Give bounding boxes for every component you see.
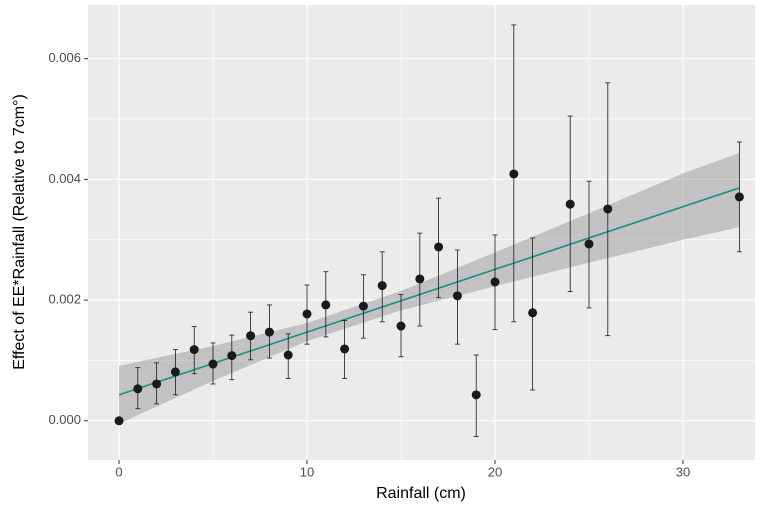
point	[415, 274, 425, 284]
point	[565, 199, 575, 209]
point	[471, 390, 481, 400]
point	[603, 204, 613, 214]
point	[377, 281, 387, 291]
point	[340, 344, 350, 354]
point	[114, 416, 124, 426]
point	[246, 331, 256, 341]
point	[434, 242, 444, 252]
x-tick-label: 10	[300, 464, 314, 479]
point	[152, 379, 162, 389]
fit-line	[118, 187, 740, 396]
point	[264, 327, 274, 337]
point	[396, 321, 406, 331]
x-tick-label: 30	[676, 464, 690, 479]
point	[170, 367, 180, 377]
confidence-band	[119, 152, 740, 424]
point	[133, 384, 143, 394]
point	[227, 351, 237, 361]
point	[189, 345, 199, 355]
y-tick-label: 0.004	[48, 171, 81, 186]
point	[528, 308, 538, 318]
x-axis-title: Rainfall (cm)	[376, 485, 466, 502]
point	[734, 192, 744, 202]
x-tick-label: 20	[488, 464, 502, 479]
y-axis-title: Effect of EE*Rainfall (Relative to 7cm°)	[11, 94, 28, 370]
x-tick-label: 0	[115, 464, 122, 479]
y-tick-label: 0.006	[48, 50, 81, 65]
point	[490, 277, 500, 287]
point	[321, 300, 331, 310]
point	[358, 301, 368, 311]
point	[208, 359, 218, 369]
y-tick-label: 0.000	[48, 412, 81, 427]
point	[302, 309, 312, 319]
point	[283, 350, 293, 360]
point	[584, 239, 594, 249]
point	[452, 291, 462, 301]
point	[509, 169, 519, 179]
y-tick-label: 0.002	[48, 292, 81, 307]
